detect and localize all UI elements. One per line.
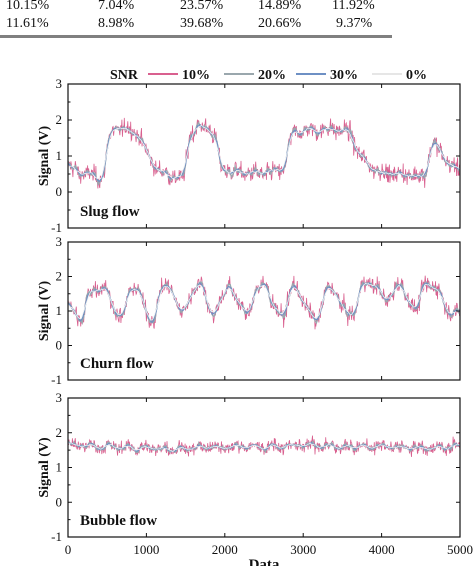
y-tick-label: 2 <box>56 112 63 127</box>
legend-label: 30% <box>330 68 358 83</box>
summary-table-fragment: 10.15% 7.04% 23.57% 14.89% 11.92% 11.61%… <box>0 0 474 44</box>
chart-panel: -1 0 1 2 3 Signal (V) Churn flow <box>37 234 461 387</box>
table-cell: 39.68% <box>180 16 224 31</box>
y-tick-label: 2 <box>56 269 63 284</box>
table-cell: 10.15% <box>6 0 50 13</box>
chart-panels: -1 0 1 2 3 Signal (V) Slug flow -1 0 1 2 3 Signal (V… <box>37 76 461 544</box>
y-tick-label: 3 <box>56 234 63 249</box>
x-tick-label: 1000 <box>133 542 159 557</box>
y-tick-label: 0 <box>56 338 63 353</box>
y-tick-label: 3 <box>56 390 63 405</box>
table-cell: 7.04% <box>98 0 135 13</box>
x-tick-label: 5000 <box>447 542 473 557</box>
legend-label: 0% <box>406 68 427 83</box>
series-line-snr-30 <box>68 123 460 183</box>
table-bottom-rule <box>0 35 392 38</box>
chart-panel: -1 0 1 2 3 Signal (V) Slug flow <box>37 76 461 235</box>
x-tick-label: 0 <box>65 542 72 557</box>
series-line-snr-0 <box>68 442 460 452</box>
y-tick-label: -1 <box>51 529 62 544</box>
table-cell: 23.57% <box>180 0 224 13</box>
legend-label: 20% <box>258 68 286 83</box>
y-tick-label: 0 <box>56 184 63 199</box>
legend-entry: 30% <box>296 68 358 83</box>
legend-label: 10% <box>182 68 210 83</box>
legend-entry: 0% <box>372 68 427 83</box>
y-tick-label: -1 <box>51 220 62 235</box>
y-tick-label: 2 <box>56 425 63 440</box>
table-cell: 11.61% <box>6 16 49 31</box>
legend: SNR 10% 20% 30% 0% <box>110 68 427 83</box>
table-cell: 14.89% <box>258 0 302 13</box>
y-tick-label: -1 <box>51 372 62 387</box>
y-tick-label: 1 <box>56 460 63 475</box>
table-cell: 9.37% <box>336 16 373 31</box>
y-axis-label: Signal (V) <box>37 126 52 187</box>
series-line-snr-20 <box>68 121 460 187</box>
series-line-snr-0 <box>68 282 460 321</box>
y-tick-label: 3 <box>56 76 63 91</box>
table-cell: 8.98% <box>98 16 135 31</box>
x-tick-label: 4000 <box>369 542 395 557</box>
x-axis: 0 1000 2000 3000 4000 5000 Data <box>65 542 473 566</box>
series-line-snr-30 <box>68 281 460 323</box>
y-tick-label: 1 <box>56 303 63 318</box>
table-cell: 20.66% <box>258 16 302 31</box>
series-line-snr-0 <box>68 124 460 180</box>
y-axis-label: Signal (V) <box>37 281 52 342</box>
table-cell: 11.92% <box>332 0 375 13</box>
x-tick-label: 3000 <box>290 542 316 557</box>
legend-entry: 10% <box>148 68 210 83</box>
x-axis-label: Data <box>249 557 280 566</box>
legend-title: SNR <box>110 68 139 83</box>
panel-title: Churn flow <box>80 356 154 372</box>
legend-entry: 20% <box>224 68 286 83</box>
y-tick-label: 0 <box>56 494 63 509</box>
panel-title: Bubble flow <box>80 513 157 529</box>
x-tick-label: 2000 <box>212 542 238 557</box>
chart-panel: -1 0 1 2 3 Signal (V) Bubble flow <box>37 390 461 544</box>
y-tick-label: 1 <box>56 148 63 163</box>
y-axis-label: Signal (V) <box>37 437 52 498</box>
panel-title: Slug flow <box>80 204 140 220</box>
